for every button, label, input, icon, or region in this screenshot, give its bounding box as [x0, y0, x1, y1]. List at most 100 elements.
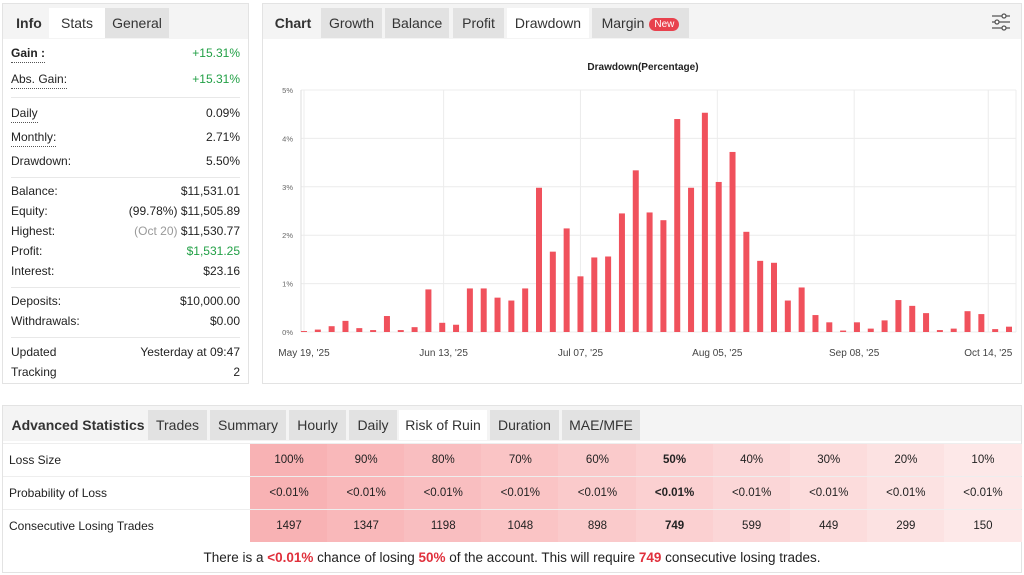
tab-trades[interactable]: Trades	[148, 410, 207, 440]
drawdown-bar[interactable]	[978, 314, 985, 332]
drawdown-bar[interactable]	[397, 330, 404, 332]
stat-label[interactable]: Abs. Gain:	[11, 70, 68, 89]
drawdown-bar[interactable]	[522, 288, 529, 332]
drawdown-bar[interactable]	[936, 330, 943, 332]
drawdown-bar[interactable]	[563, 228, 570, 332]
drawdown-bar[interactable]	[715, 181, 722, 332]
divider	[11, 337, 240, 338]
drawdown-bar[interactable]	[356, 328, 363, 332]
summary-loss: 50%	[418, 550, 446, 565]
table-cell: 599	[712, 510, 791, 542]
table-row: Consecutive Losing Trades 1497 1347 1198 104…	[3, 509, 1022, 542]
table-cell: 1198	[404, 510, 483, 542]
drawdown-bar[interactable]	[964, 311, 971, 332]
drawdown-bar[interactable]	[826, 322, 833, 332]
advanced-stats-panel: Advanced Statistics Trades Summary Hourl…	[2, 405, 1022, 573]
drawdown-bar[interactable]	[729, 151, 736, 332]
tab-risk-of-ruin[interactable]: Risk of Ruin	[399, 410, 487, 440]
tab-drawdown[interactable]: Drawdown	[507, 8, 589, 38]
stat-value: +15.31%	[192, 46, 240, 60]
drawdown-bar[interactable]	[549, 251, 556, 332]
drawdown-bar[interactable]	[342, 320, 349, 332]
drawdown-bar[interactable]	[480, 288, 487, 332]
new-badge: New	[649, 18, 680, 31]
table-cell: <0.01%	[481, 477, 560, 509]
drawdown-bar[interactable]	[425, 289, 432, 332]
tab-margin[interactable]: Margin New	[592, 8, 689, 38]
drawdown-bar[interactable]	[328, 326, 335, 332]
drawdown-bar[interactable]	[453, 324, 460, 332]
stat-label: Withdrawals:	[11, 314, 80, 328]
drawdown-bar[interactable]	[923, 313, 930, 332]
drawdown-bar[interactable]	[909, 305, 916, 332]
stat-value: +15.31%	[192, 72, 240, 86]
drawdown-bar[interactable]	[688, 187, 695, 332]
stat-abs-gain: Abs. Gain: +15.31%	[11, 70, 240, 89]
drawdown-bar[interactable]	[591, 257, 598, 332]
drawdown-bar[interactable]	[370, 330, 377, 332]
table-cell: 100%	[250, 444, 329, 476]
x-tick-label: Oct 14, '25	[964, 348, 1012, 359]
tab-hourly[interactable]: Hourly	[289, 410, 346, 440]
sliders-icon[interactable]	[991, 12, 1011, 32]
summary-trades: 749	[638, 550, 662, 565]
drawdown-bar[interactable]	[660, 220, 667, 332]
chart-panel: Chart Growth Balance Profit Drawdown Mar…	[262, 3, 1022, 384]
drawdown-bar[interactable]	[840, 330, 847, 332]
y-tick-label: 4%	[282, 134, 293, 143]
drawdown-bar[interactable]	[605, 256, 612, 332]
drawdown-bar[interactable]	[674, 119, 681, 332]
drawdown-bar[interactable]	[784, 300, 791, 332]
stat-profit: Profit: $1,531.25	[11, 242, 240, 260]
drawdown-bar[interactable]	[632, 170, 639, 332]
tab-mae-mfe[interactable]: MAE/MFE	[562, 410, 640, 440]
drawdown-bar[interactable]	[577, 276, 584, 332]
drawdown-bar[interactable]	[895, 300, 902, 332]
stat-label[interactable]: Gain :	[11, 44, 46, 63]
stat-value: $0.00	[209, 314, 240, 328]
drawdown-bar[interactable]	[439, 322, 446, 332]
drawdown-bar[interactable]	[881, 320, 888, 332]
drawdown-bar[interactable]	[466, 288, 473, 332]
drawdown-bar[interactable]	[646, 212, 653, 332]
tab-balance[interactable]: Balance	[385, 8, 449, 38]
drawdown-bar[interactable]	[853, 322, 860, 332]
stat-label: Tracking	[11, 365, 57, 379]
stat-label: Interest:	[11, 264, 55, 278]
drawdown-bar[interactable]	[757, 260, 764, 332]
drawdown-bar[interactable]	[508, 300, 515, 332]
drawdown-bar[interactable]	[992, 329, 999, 332]
table-cell: 150	[943, 510, 1022, 542]
table-cell: 40%	[712, 444, 791, 476]
divider	[11, 177, 240, 178]
drawdown-bar[interactable]	[314, 329, 321, 332]
drawdown-bar[interactable]	[536, 187, 542, 332]
drawdown-bar[interactable]	[494, 297, 501, 332]
tab-info[interactable]: Info	[16, 15, 42, 31]
x-tick-label: Aug 05, '25	[692, 348, 743, 359]
tab-profit[interactable]: Profit	[453, 8, 504, 38]
drawdown-bar[interactable]	[701, 112, 708, 332]
drawdown-bar[interactable]	[771, 262, 777, 332]
drawdown-bar[interactable]	[798, 287, 805, 332]
drawdown-bar[interactable]	[867, 328, 874, 332]
drawdown-bar[interactable]	[950, 328, 957, 332]
drawdown-bar[interactable]	[812, 315, 819, 332]
stat-label[interactable]: Daily	[11, 104, 38, 123]
tab-chart[interactable]: Chart	[274, 15, 312, 31]
stat-label[interactable]: Monthly:	[11, 128, 57, 147]
y-tick-label: 2%	[282, 231, 293, 240]
tab-stats[interactable]: Stats	[49, 8, 105, 38]
drawdown-bar[interactable]	[411, 327, 418, 332]
tab-duration[interactable]: Duration	[490, 410, 559, 440]
drawdown-bar[interactable]	[1006, 326, 1012, 332]
tab-general[interactable]: General	[105, 8, 169, 38]
drawdown-bar[interactable]	[618, 213, 625, 332]
tab-growth[interactable]: Growth	[321, 8, 382, 38]
tab-daily[interactable]: Daily	[349, 410, 397, 440]
stat-deposits: Deposits: $10,000.00	[11, 292, 240, 310]
tab-summary[interactable]: Summary	[210, 410, 286, 440]
drawdown-bar[interactable]	[743, 231, 750, 332]
drawdown-bar[interactable]	[383, 316, 390, 332]
drawdown-bar[interactable]	[301, 331, 307, 332]
